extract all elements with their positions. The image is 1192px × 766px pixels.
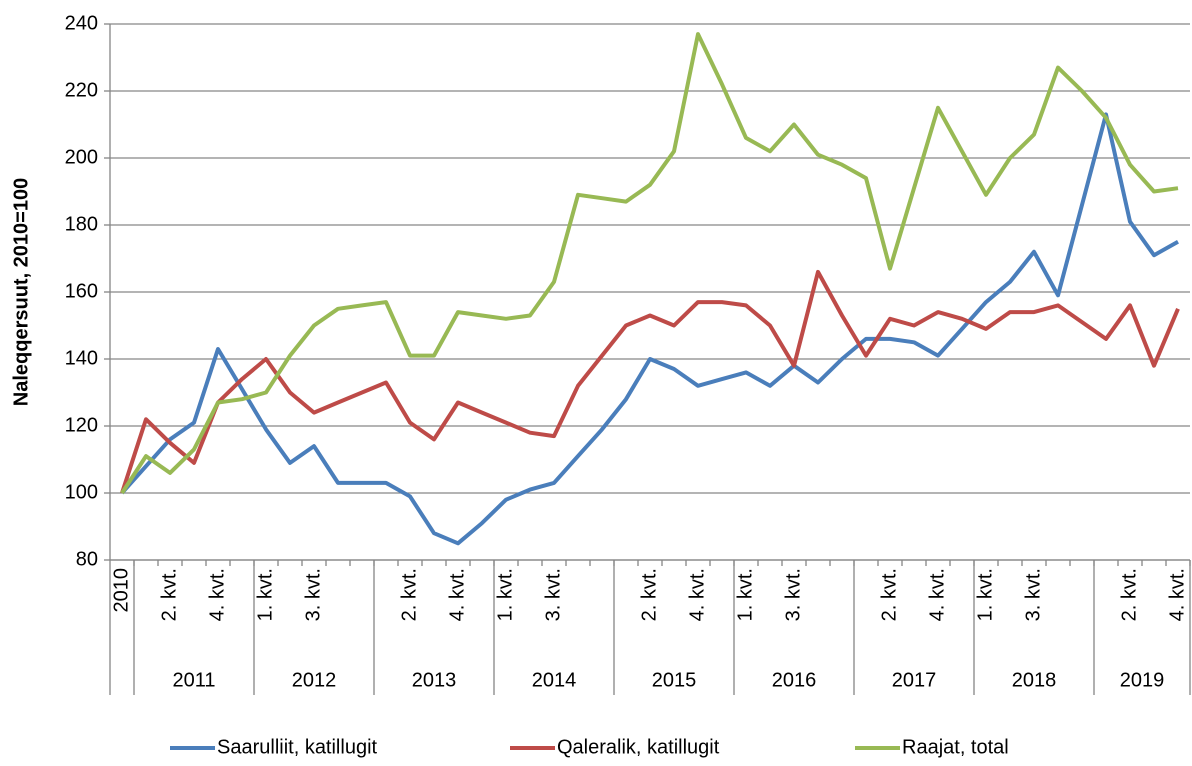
y-tick-label: 140 [65, 347, 98, 369]
x-tick-label: 3. kvt. [1022, 568, 1044, 621]
group-label: 2014 [532, 669, 577, 691]
x-tick-label: 2. kvt. [878, 568, 900, 621]
group-label: 2018 [1012, 669, 1057, 691]
x-tick-label: 1. kvt. [254, 568, 276, 621]
group-label: 2012 [292, 669, 337, 691]
series-line [120, 112, 1179, 546]
group-label: 2016 [772, 669, 817, 691]
x-tick-label: 4. kvt. [686, 568, 708, 621]
y-tick-label: 120 [65, 414, 98, 436]
y-tick-label: 160 [65, 280, 98, 302]
group-label: 2019 [1120, 669, 1165, 691]
x-tick-label: 2. kvt. [1118, 568, 1140, 621]
group-label: 2015 [652, 669, 697, 691]
y-tick-label: 180 [65, 213, 98, 235]
x-tick-label: 4. kvt. [926, 568, 948, 621]
group-label: 2013 [412, 669, 457, 691]
x-tick-label: 2. kvt. [158, 568, 180, 621]
y-tick-label: 220 [65, 79, 98, 101]
y-tick-label: 200 [65, 146, 98, 168]
y-axis-label: Naleqqersuut, 2010=100 [10, 178, 32, 406]
x-tick-label: 1. kvt. [734, 568, 756, 621]
y-tick-label: 240 [65, 12, 98, 34]
x-tick-label: 1. kvt. [974, 568, 996, 621]
legend-label: Raajat, total [902, 736, 1009, 758]
x-tick-label: 2. kvt. [638, 568, 660, 621]
x-tick-label: 4. kvt. [446, 568, 468, 621]
x-tick-label: 2010 [110, 568, 132, 613]
x-tick-label: 3. kvt. [302, 568, 324, 621]
x-tick-label: 3. kvt. [782, 568, 804, 621]
x-tick-label: 3. kvt. [542, 568, 564, 621]
y-tick-label: 80 [76, 548, 98, 570]
x-tick-label: 1. kvt. [494, 568, 516, 621]
legend-label: Qaleralik, katillugit [557, 736, 720, 758]
series-line [120, 32, 1179, 495]
x-tick-label: 2. kvt. [398, 568, 420, 621]
x-tick-label: 4. kvt. [1166, 568, 1188, 621]
legend-label: Saarulliit, katillugit [217, 736, 378, 758]
x-tick-label: 4. kvt. [206, 568, 228, 621]
group-label: 2011 [172, 669, 215, 691]
group-label: 2017 [892, 669, 937, 691]
series-line [120, 269, 1180, 494]
y-tick-label: 100 [65, 481, 98, 503]
